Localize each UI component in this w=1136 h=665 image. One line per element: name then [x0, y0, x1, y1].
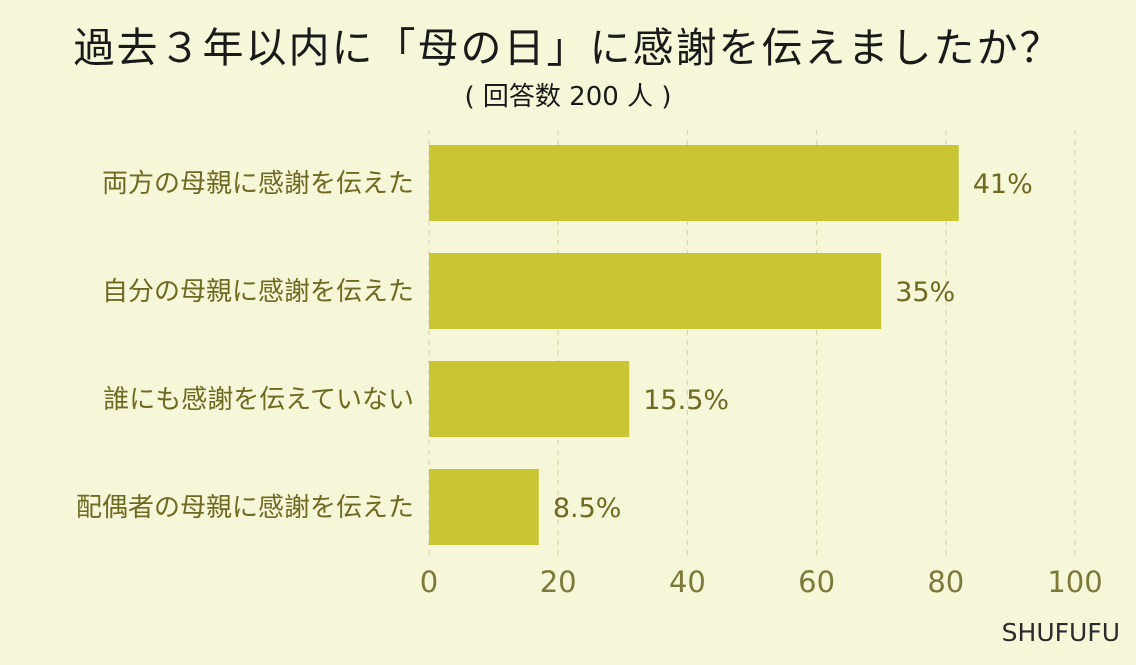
bar — [429, 361, 630, 437]
x-tick-label: 60 — [798, 565, 835, 599]
category-label: 誰にも感謝を伝えていない — [103, 385, 414, 415]
chart-subtitle: ( 回答数 200 人 ) — [464, 82, 672, 112]
value-label: 41% — [973, 169, 1033, 200]
x-tick-label: 40 — [669, 565, 706, 599]
brand-label: SHUFUFU — [1001, 618, 1120, 647]
chart-title: 過去３年以内に「母の日」に感謝を伝えましたか？ — [73, 24, 1063, 72]
x-tick-labels: 0 20 40 60 80 100 — [420, 565, 1103, 599]
category-label: 配偶者の母親に感謝を伝えた — [76, 493, 414, 523]
category-label: 両方の母親に感謝を伝えた — [102, 169, 414, 199]
bar — [429, 469, 539, 545]
value-label: 15.5% — [643, 385, 729, 416]
category-labels: 両方の母親に感謝を伝えた自分の母親に感謝を伝えた誰にも感謝を伝えていない配偶者の… — [76, 169, 414, 523]
x-tick-label: 0 — [420, 565, 438, 599]
bar — [429, 253, 882, 329]
x-tick-label: 100 — [1047, 565, 1102, 599]
category-label: 自分の母親に感謝を伝えた — [102, 277, 414, 307]
x-tick-label: 20 — [540, 565, 577, 599]
value-label: 35% — [895, 277, 955, 308]
value-labels: 41% 35% 15.5% 8.5% — [553, 169, 1033, 524]
x-tick-label: 80 — [927, 565, 964, 599]
bars — [429, 145, 959, 545]
bar — [429, 145, 959, 221]
value-label: 8.5% — [553, 493, 622, 524]
